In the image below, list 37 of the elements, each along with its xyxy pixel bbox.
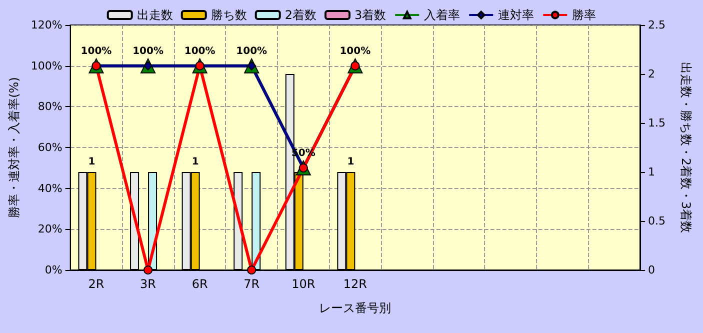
y-tick-label: 100% (30, 59, 62, 72)
y2-tick-label: 0.5 (648, 214, 666, 228)
x-tick-label: 12R (343, 277, 367, 291)
legend-label: 連対率 (498, 8, 534, 22)
y2-tick-label: 1 (648, 166, 655, 178)
legend-label: 勝率 (572, 8, 596, 22)
y-tick-label: 80% (38, 100, 62, 114)
y-tick-label: 120% (30, 18, 62, 32)
data-label: 100% (340, 46, 371, 57)
data-label: 1 (88, 156, 96, 168)
legend-label: 入着率 (424, 8, 460, 22)
y-tick-label: 40% (38, 182, 62, 195)
y2-tick-label: 2.5 (648, 18, 666, 32)
y2-axis-title: 出走数・勝ち数・2着数・3着数 (679, 62, 693, 234)
legend-label: 2着数 (284, 8, 317, 22)
x-tick-label: 3R (140, 277, 156, 291)
x-tick-label: 2R (88, 277, 104, 291)
x-tick-label: 10R (292, 277, 316, 291)
legend-label: 3着数 (354, 8, 386, 22)
data-label: 100% (184, 46, 216, 57)
data-label: 1 (192, 156, 199, 168)
x-axis-title: レース番号別 (319, 301, 392, 315)
y-axis-title: 勝率・連対率・入着率(%) (7, 77, 21, 218)
y2-tick-label: 0 (648, 264, 655, 276)
data-label: 1 (347, 156, 354, 168)
data-label: 100% (132, 46, 164, 57)
data-label: 100% (80, 46, 112, 57)
y2-tick-label: 1.5 (648, 116, 666, 130)
y-tick-label: 60% (38, 141, 62, 154)
y-tick-label: 0% (44, 264, 62, 276)
x-tick-label: 7R (244, 277, 260, 291)
legend-label: 出走数 (136, 8, 173, 22)
legend-label: 勝ち数 (210, 8, 247, 22)
x-tick-label: 6R (192, 277, 208, 291)
y-tick-label: 20% (38, 222, 62, 236)
y2-tick-label: 2 (648, 68, 655, 80)
data-label: 100% (236, 46, 268, 57)
